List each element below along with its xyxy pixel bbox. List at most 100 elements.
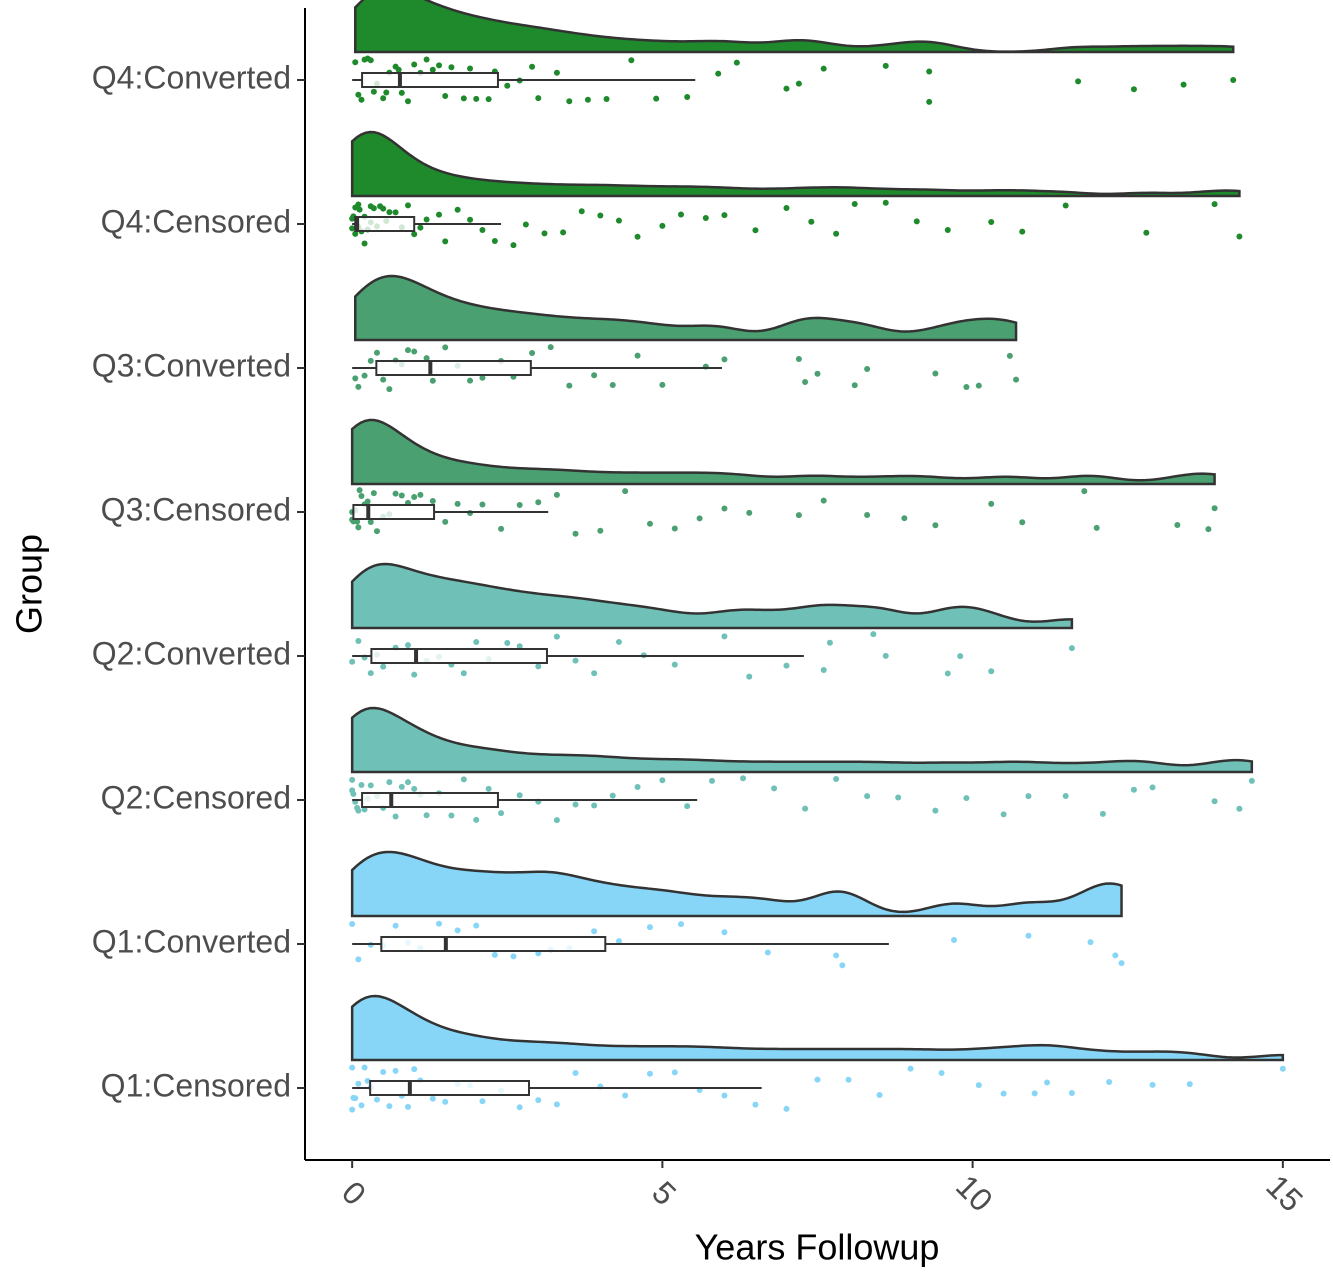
point [361,1064,368,1071]
point [361,806,368,813]
point [1006,352,1013,359]
point [702,215,709,222]
point [1118,960,1125,967]
point [1211,798,1218,805]
point [370,490,377,497]
point [473,95,480,102]
point [988,668,995,675]
point [442,238,449,245]
point [395,66,402,73]
point [535,663,542,670]
point [454,927,461,934]
point [609,792,616,799]
point [373,349,380,356]
point [783,85,790,92]
point [485,96,492,103]
point [572,530,579,537]
point [553,69,560,76]
point [1031,1090,1038,1097]
box [352,504,436,520]
point [1044,1079,1051,1086]
point [522,221,529,228]
point [721,633,728,640]
point [684,803,691,810]
point [516,502,523,509]
point [516,1104,523,1111]
point [1013,376,1020,383]
point [349,1064,356,1071]
point [591,372,598,379]
point [1068,1089,1075,1096]
point [1211,201,1218,208]
point [386,1103,393,1110]
point [355,524,362,531]
point [370,88,377,95]
point [1019,519,1026,526]
point [864,511,871,518]
point [597,527,604,534]
point [1149,784,1156,791]
point [653,95,660,102]
point [932,522,939,529]
point [795,80,802,87]
point [926,68,933,75]
point [352,230,359,237]
point [826,639,833,646]
point [498,810,505,817]
point [795,512,802,519]
point [634,784,641,791]
point [473,816,480,823]
point [634,233,641,240]
point [721,929,728,936]
point [1230,76,1237,83]
point [1174,522,1181,529]
point [454,206,461,213]
point [479,374,486,381]
point [355,201,362,208]
point [833,230,840,237]
point [783,662,790,669]
y-tick-label: Q3:Converted [92,347,291,383]
point [591,670,598,677]
point [820,497,827,504]
point [553,491,560,498]
point [404,98,411,105]
point [367,670,374,677]
point [1130,786,1137,793]
density [350,130,1241,198]
point [932,807,939,814]
point [392,490,399,497]
point [429,66,436,73]
point [1068,645,1075,652]
y-tick-label: Q2:Censored [101,779,291,815]
point [1025,932,1032,939]
point [404,1103,411,1110]
point [442,1098,449,1105]
point [352,375,359,382]
point [907,1065,914,1072]
point [1081,488,1088,495]
point [814,1076,821,1083]
point [876,1092,883,1099]
point [882,652,889,659]
density [350,418,1216,486]
density [354,274,1018,342]
point [417,491,424,498]
point [851,382,858,389]
point [845,1076,852,1083]
point [367,782,374,789]
point [1211,505,1218,512]
point [355,956,362,963]
point [988,219,995,226]
point [355,807,362,814]
point [764,949,771,956]
point [448,812,455,819]
density [354,0,1235,54]
point [392,1067,399,1074]
point [1236,805,1243,812]
point [671,525,678,532]
point [448,64,455,71]
point [349,921,356,928]
point [597,212,604,219]
point [541,230,548,237]
